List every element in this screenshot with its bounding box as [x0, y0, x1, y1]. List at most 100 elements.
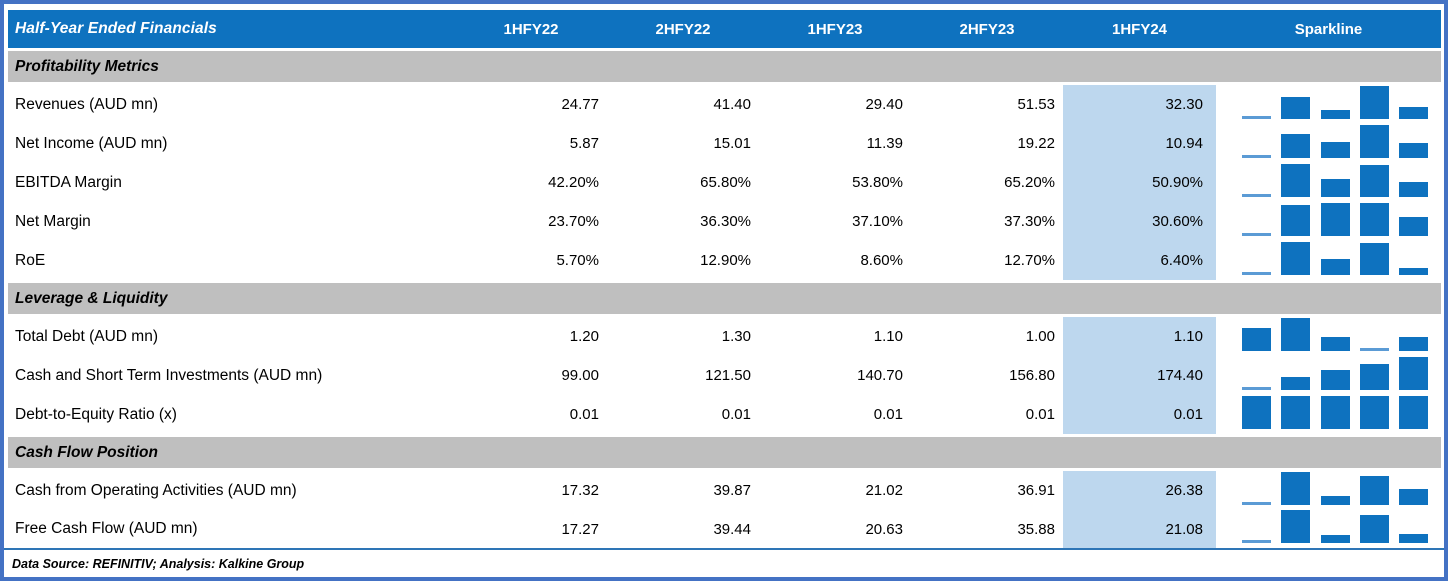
- value-cell: 140.70: [857, 367, 903, 384]
- value-cell: 35.88: [1017, 520, 1055, 538]
- sparkline-bar: [1281, 205, 1311, 236]
- value-cell: 20.63: [865, 520, 903, 538]
- sparkline-bar: [1320, 396, 1350, 429]
- section-label: Profitability Metrics: [15, 57, 159, 75]
- sparkline-bar: [1320, 337, 1350, 351]
- sparkline-bar: [1399, 143, 1428, 158]
- sparkline-bar: [1359, 203, 1389, 236]
- sparkline-total-debt-aud-mn: [1216, 317, 1441, 356]
- sparkline-bar: [1320, 179, 1350, 197]
- sparkline-bar: [1399, 107, 1428, 119]
- sparkline-cash-and-short-term-investments-aud-mn: [1216, 356, 1441, 395]
- sparkline-bar: [1399, 337, 1428, 351]
- value-cell: 0.01: [873, 406, 903, 423]
- table-row-cash-from-operating-activities-aud-mn: Cash from Operating Activities (AUD mn) 1…: [8, 471, 1441, 510]
- sparkline-bar: [1281, 377, 1311, 390]
- value-cell: 1.30: [721, 328, 751, 345]
- row-label: Cash from Operating Activities (AUD mn): [15, 481, 297, 499]
- section-header-profitability-metrics: Profitability Metrics: [8, 48, 1441, 85]
- value-cell: 65.20%: [1004, 174, 1055, 191]
- value-cell-highlighted: 32.30: [1063, 85, 1216, 124]
- row-label: Revenues (AUD mn): [15, 95, 158, 113]
- value-cell-highlighted: 30.60%: [1063, 202, 1216, 241]
- row-label: Net Income (AUD mn): [15, 134, 168, 152]
- column-header-1hfy22: 1HFY22: [503, 20, 559, 38]
- table-row-ebitda-margin: EBITDA Margin 42.20% 65.80% 53.80% 65.20% 50.…: [8, 163, 1441, 202]
- value-cell: 8.60%: [860, 252, 903, 269]
- value-cell-highlighted: 0.01: [1063, 395, 1216, 434]
- sparkline-bar: [1359, 86, 1389, 119]
- value-cell: 5.70%: [556, 252, 599, 269]
- sparkline-bar: [1320, 535, 1350, 543]
- row-label: Net Margin: [15, 212, 91, 230]
- sparkline-bar: [1242, 396, 1271, 429]
- value-cell: 12.70%: [1004, 252, 1055, 269]
- value-cell-highlighted: 21.08: [1063, 510, 1216, 548]
- sparkline-bar: [1359, 243, 1389, 275]
- sparkline-bar: [1399, 534, 1428, 543]
- financials-table: Half-Year Ended Financials 1HFY22 2HFY22…: [8, 10, 1441, 548]
- table-row-cash-and-short-term-investments-aud-mn: Cash and Short Term Investments (AUD mn)…: [8, 356, 1441, 395]
- sparkline-bar: [1242, 155, 1271, 158]
- value-cell: 23.70%: [548, 213, 599, 230]
- value-cell: 1.10: [873, 328, 903, 345]
- table-row-roe: RoE 5.70% 12.90% 8.60% 12.70% 6.40%: [8, 241, 1441, 280]
- value-cell: 41.40: [713, 96, 751, 113]
- sparkline-bar: [1242, 540, 1271, 543]
- section-header-leverage-liquidity: Leverage & Liquidity: [8, 280, 1441, 317]
- row-label: Cash and Short Term Investments (AUD mn): [15, 366, 323, 384]
- value-cell: 51.53: [1017, 96, 1055, 113]
- sparkline-free-cash-flow-aud-mn: [1216, 510, 1441, 548]
- sparkline-bar: [1242, 387, 1271, 390]
- sparkline-revenues-aud-mn: [1216, 85, 1441, 124]
- value-cell: 156.80: [1009, 367, 1055, 384]
- table-title: Half-Year Ended Financials: [15, 20, 217, 37]
- sparkline-bar: [1320, 496, 1350, 505]
- sparkline-bar: [1320, 370, 1350, 390]
- sparkline-bar: [1242, 272, 1271, 275]
- sparkline-bar: [1359, 165, 1389, 197]
- sparkline-bar: [1281, 164, 1311, 197]
- value-cell: 24.77: [561, 96, 599, 113]
- table-body: Profitability Metrics Revenues (AUD mn) 24…: [8, 48, 1441, 548]
- value-cell: 42.20%: [548, 174, 599, 191]
- table-row-net-income-aud-mn: Net Income (AUD mn) 5.87 15.01 11.39 19.22 10…: [8, 124, 1441, 163]
- value-cell: 0.01: [721, 406, 751, 423]
- sparkline-bar: [1399, 182, 1428, 197]
- sparkline-bar: [1281, 510, 1311, 543]
- value-cell: 99.00: [561, 367, 599, 384]
- value-cell-highlighted: 1.10: [1063, 317, 1216, 356]
- value-cell: 17.32: [561, 482, 599, 499]
- value-cell-highlighted: 174.40: [1063, 356, 1216, 395]
- table-row-total-debt-aud-mn: Total Debt (AUD mn) 1.20 1.30 1.10 1.00 1.10: [8, 317, 1441, 356]
- column-header-2hfy23: 2HFY23: [959, 20, 1015, 38]
- value-cell: 21.02: [865, 482, 903, 499]
- section-label: Leverage & Liquidity: [15, 289, 168, 307]
- value-cell: 0.01: [569, 406, 599, 423]
- sparkline-bar: [1242, 328, 1271, 351]
- sparkline-bar: [1399, 489, 1428, 505]
- table-row-revenues-aud-mn: Revenues (AUD mn) 24.77 41.40 29.40 51.53 32.…: [8, 85, 1441, 124]
- column-header-1hfy23: 1HFY23: [807, 20, 863, 38]
- value-cell: 15.01: [713, 135, 751, 152]
- section-label: Cash Flow Position: [15, 443, 158, 461]
- value-cell-highlighted: 10.94: [1063, 124, 1216, 163]
- sparkline-bar: [1281, 472, 1311, 505]
- value-cell-highlighted: 6.40%: [1063, 241, 1216, 280]
- sparkline-bar: [1242, 194, 1271, 197]
- sparkline-bar: [1281, 396, 1311, 429]
- value-cell: 1.00: [1025, 328, 1055, 345]
- value-cell-highlighted: 50.90%: [1063, 163, 1216, 202]
- value-cell: 39.87: [713, 482, 751, 499]
- sparkline-bar: [1242, 116, 1271, 119]
- value-cell: 37.10%: [852, 213, 903, 230]
- row-label: Total Debt (AUD mn): [15, 327, 158, 345]
- value-cell: 29.40: [865, 96, 903, 113]
- value-cell: 53.80%: [852, 174, 903, 191]
- value-cell: 5.87: [569, 135, 599, 152]
- value-cell: 11.39: [866, 135, 903, 152]
- sparkline-bar: [1359, 476, 1389, 505]
- sparkline-bar: [1320, 142, 1350, 158]
- sparkline-net-margin: [1216, 202, 1441, 241]
